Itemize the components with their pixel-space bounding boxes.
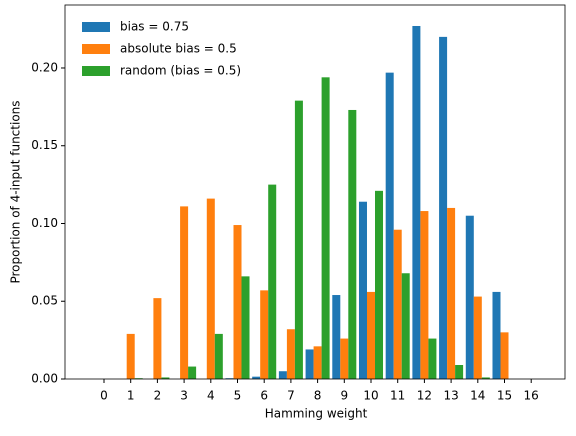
bar bbox=[180, 206, 189, 379]
bar bbox=[313, 346, 322, 379]
x-tick-label: 16 bbox=[524, 389, 539, 403]
bar bbox=[241, 276, 250, 379]
x-tick-label: 2 bbox=[154, 389, 162, 403]
y-tick-label: 0.05 bbox=[31, 294, 58, 308]
y-tick-label: 0.20 bbox=[31, 60, 58, 74]
x-axis-label: Hamming weight bbox=[265, 407, 368, 421]
bar bbox=[214, 333, 223, 379]
legend-swatch bbox=[82, 66, 110, 76]
legend-swatch bbox=[82, 44, 110, 54]
bar bbox=[375, 190, 384, 379]
bar bbox=[385, 72, 394, 379]
bar bbox=[439, 36, 448, 379]
bar bbox=[455, 365, 464, 379]
x-tick-label: 12 bbox=[417, 389, 432, 403]
bar bbox=[340, 338, 349, 379]
bar bbox=[161, 377, 170, 379]
y-tick-label: 0.10 bbox=[31, 216, 58, 230]
x-tick-label: 5 bbox=[234, 389, 242, 403]
bar bbox=[126, 333, 135, 379]
bar bbox=[447, 207, 456, 379]
x-tick-label: 11 bbox=[390, 389, 405, 403]
x-tick-label: 3 bbox=[180, 389, 188, 403]
bar bbox=[393, 229, 402, 379]
x-tick-label: 7 bbox=[287, 389, 295, 403]
y-axis-label: Proportion of 4-input functions bbox=[9, 100, 23, 283]
bar bbox=[465, 215, 474, 379]
bar bbox=[206, 198, 215, 379]
bar bbox=[233, 225, 242, 379]
bar bbox=[481, 377, 490, 379]
legend-label: absolute bias = 0.5 bbox=[120, 42, 237, 56]
bar bbox=[492, 291, 501, 379]
y-tick-label: 0.00 bbox=[31, 372, 58, 386]
x-tick-label: 1 bbox=[127, 389, 135, 403]
bar bbox=[278, 371, 287, 379]
x-tick-label: 14 bbox=[470, 389, 485, 403]
x-tick-label: 0 bbox=[100, 389, 108, 403]
bar bbox=[268, 184, 277, 379]
bar bbox=[348, 109, 357, 380]
x-tick-label: 8 bbox=[314, 389, 322, 403]
x-tick-label: 9 bbox=[340, 389, 348, 403]
y-tick-label: 0.15 bbox=[31, 138, 58, 152]
bar bbox=[294, 100, 303, 380]
x-tick-label: 6 bbox=[260, 389, 268, 403]
bar bbox=[153, 298, 162, 379]
bar bbox=[252, 376, 261, 379]
bar bbox=[500, 332, 509, 379]
x-tick-label: 15 bbox=[497, 389, 512, 403]
bar bbox=[420, 211, 429, 379]
bar bbox=[260, 290, 269, 379]
bar bbox=[412, 25, 421, 379]
bar bbox=[188, 366, 197, 379]
bar bbox=[428, 338, 437, 379]
x-tick-label: 10 bbox=[363, 389, 378, 403]
legend-label: random (bias = 0.5) bbox=[120, 64, 241, 78]
x-tick-label: 4 bbox=[207, 389, 215, 403]
bar bbox=[332, 295, 341, 379]
bar bbox=[305, 349, 314, 379]
bar bbox=[286, 329, 295, 379]
bar bbox=[358, 201, 367, 379]
bar bbox=[321, 77, 330, 379]
x-tick-label: 13 bbox=[443, 389, 458, 403]
axes-frame bbox=[64, 4, 566, 380]
legend-swatch bbox=[82, 22, 110, 32]
bar bbox=[401, 273, 410, 379]
bar bbox=[366, 291, 376, 379]
bar bbox=[473, 296, 482, 379]
legend-label: bias = 0.75 bbox=[120, 20, 189, 34]
